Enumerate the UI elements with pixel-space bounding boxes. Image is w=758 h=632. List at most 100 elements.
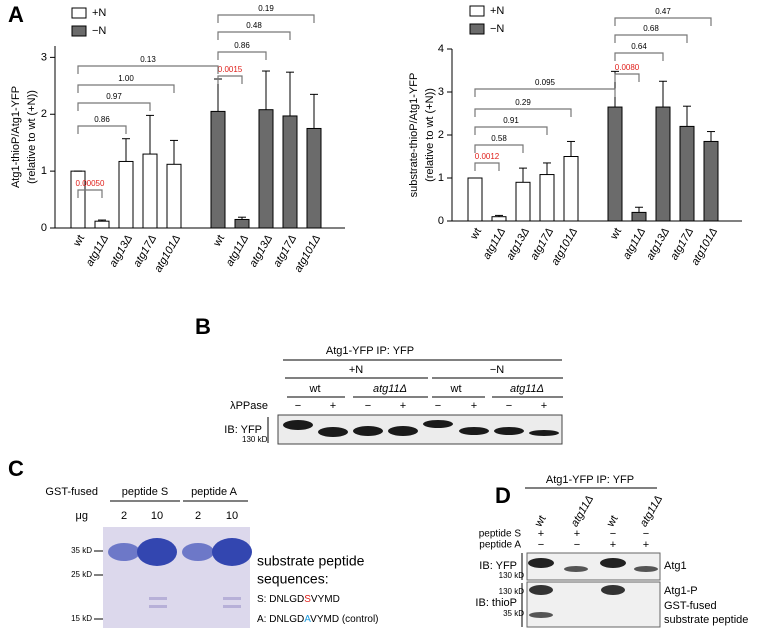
strain: wt xyxy=(604,513,620,529)
band xyxy=(529,430,559,436)
panel-label: B xyxy=(195,314,211,339)
blot-label: IB: thioP xyxy=(475,597,517,609)
peptide: peptide A xyxy=(191,486,238,498)
blot-label: IB: YFP xyxy=(479,560,517,572)
band xyxy=(529,585,553,595)
bar xyxy=(210,110,226,229)
band xyxy=(529,612,553,618)
y-tick-label: 0 xyxy=(438,215,444,227)
sign: + xyxy=(610,539,616,551)
treatment-label: λPPase xyxy=(230,400,268,412)
band xyxy=(137,538,177,566)
bar xyxy=(655,106,671,222)
panel-b: Atg1-YFP IP: YFP +N −N wt atg11Δ wt atg1… xyxy=(224,345,563,445)
y-tick-label: 4 xyxy=(438,43,444,55)
p-value: 0.97 xyxy=(106,92,122,101)
blot-label: IB: YFP xyxy=(224,424,262,436)
y-tick-label: 0 xyxy=(41,222,47,234)
bar xyxy=(94,220,110,229)
p-value: 0.13 xyxy=(140,55,156,64)
significance-bracket xyxy=(474,108,572,117)
residue: A xyxy=(304,614,311,625)
treatment-sign: + xyxy=(471,400,477,412)
legend-swatch xyxy=(469,23,485,35)
bar xyxy=(631,211,647,222)
strain: wt xyxy=(532,513,548,529)
p-value: 0.00050 xyxy=(76,179,105,188)
legend-swatch xyxy=(71,25,87,37)
caption: substrate peptide xyxy=(257,553,365,569)
legend-label: −N xyxy=(92,25,106,37)
legend-swatch xyxy=(469,5,485,17)
significance-bracket xyxy=(77,189,103,198)
row-label: GST-fused xyxy=(45,486,98,498)
significance-bracket xyxy=(217,31,291,40)
sequence: S: DNLGDSVYMD xyxy=(257,594,340,605)
significance-bracket xyxy=(614,34,688,43)
band xyxy=(212,538,252,566)
y-tick-label: 1 xyxy=(438,172,444,184)
treatment-sign: + xyxy=(330,400,336,412)
sign: − xyxy=(574,539,580,551)
row-label: peptide S xyxy=(479,529,522,540)
significance-bracket xyxy=(474,144,524,153)
sequence-suffix: VYMD (control) xyxy=(310,614,378,625)
strain: wt xyxy=(309,383,321,395)
sign: − xyxy=(610,528,616,540)
legend-label: +N xyxy=(490,5,504,17)
y-tick-label: 2 xyxy=(41,108,47,120)
treatment-sign: − xyxy=(295,400,301,412)
sequence-prefix: A: DNLGD xyxy=(257,614,304,625)
bar xyxy=(703,140,719,222)
bar xyxy=(491,216,507,222)
significance-bracket xyxy=(77,125,127,134)
p-value: 0.0015 xyxy=(218,65,243,74)
amount: 10 xyxy=(226,510,238,522)
x-tick-label: wt xyxy=(468,226,484,242)
p-value: 0.29 xyxy=(515,98,531,107)
band xyxy=(459,427,489,435)
marker: 35 kD xyxy=(71,546,92,555)
bar xyxy=(539,174,555,222)
p-value: 0.19 xyxy=(258,4,274,13)
sequence-prefix: S: DNLGD xyxy=(257,594,304,605)
panel-c: GST-fused peptide S peptide A μg 35 kD 2… xyxy=(45,486,379,628)
header: Atg1-YFP IP: YFP xyxy=(546,474,634,486)
amount-label: μg xyxy=(76,510,88,522)
significance-bracket xyxy=(614,17,712,26)
bar xyxy=(679,125,695,222)
band xyxy=(108,543,140,561)
legend-label: +N xyxy=(92,7,106,19)
y-tick-label: 3 xyxy=(41,51,47,63)
band xyxy=(600,558,626,568)
band-label: substrate peptide xyxy=(664,614,748,626)
amount: 10 xyxy=(151,510,163,522)
p-value: 0.86 xyxy=(94,115,110,124)
sign: + xyxy=(538,528,544,540)
condition: +N xyxy=(349,364,363,376)
bar xyxy=(563,156,579,222)
significance-bracket xyxy=(217,14,315,23)
p-value: 0.68 xyxy=(643,24,659,33)
significance-bracket xyxy=(474,162,500,171)
sign: + xyxy=(643,539,649,551)
sequence: A: DNLGDAVYMD (control) xyxy=(257,614,379,625)
condition: −N xyxy=(490,364,504,376)
sign: + xyxy=(574,528,580,540)
y-axis-label: (relative to wt (+N)) xyxy=(424,88,436,182)
bar xyxy=(467,177,483,222)
significance-bracket xyxy=(474,126,548,135)
band xyxy=(494,427,524,435)
marker: 130 kD xyxy=(499,571,525,580)
p-value: 0.47 xyxy=(655,7,671,16)
sign: − xyxy=(538,539,544,551)
marker: 25 kD xyxy=(71,570,92,579)
bar xyxy=(258,109,274,229)
p-value: 0.48 xyxy=(246,21,262,30)
significance-bracket xyxy=(77,65,219,74)
p-value: 1.00 xyxy=(118,74,134,83)
band xyxy=(423,420,453,428)
panel-label: C xyxy=(8,456,24,481)
band xyxy=(564,566,588,572)
